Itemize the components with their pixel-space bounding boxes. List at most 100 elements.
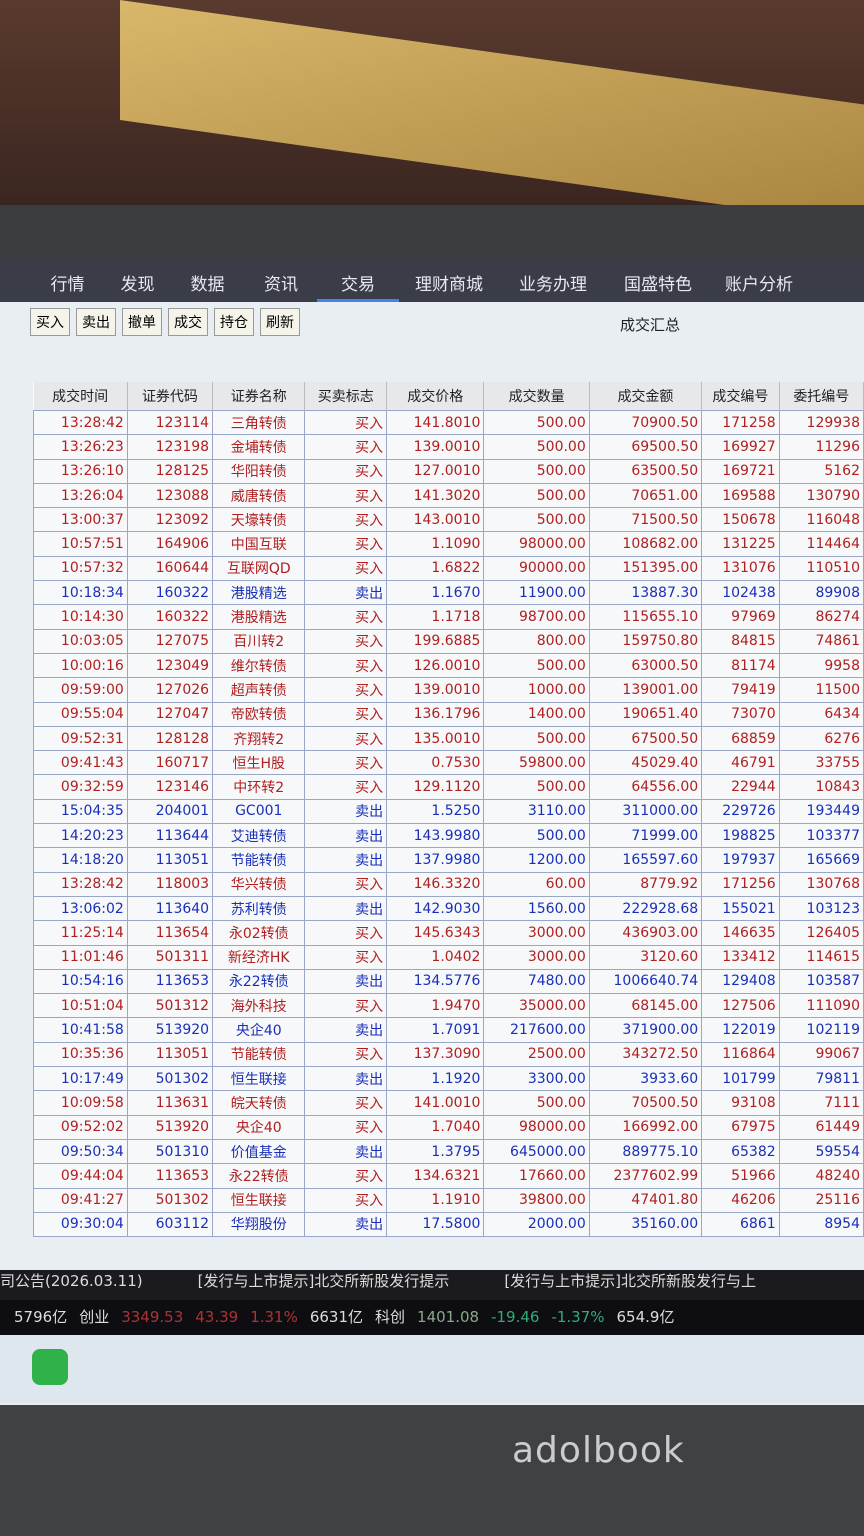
table-row[interactable]: 09:41:43 160717 恒生H股 买入 0.7530 59800.00 45029.… (33, 750, 864, 776)
table-cell: 8954 (778, 1211, 864, 1238)
column-header[interactable]: 委托编号 (779, 382, 864, 411)
table-row[interactable]: 13:28:42 123114 三角转债 买入 141.8010 500.00 70900.… (33, 409, 864, 436)
nav-tab[interactable]: 资讯 (264, 275, 298, 295)
table-row[interactable]: 15:04:35 204001 GC001 卖出 1.5250 3110.00 311000… (33, 798, 864, 825)
table-row[interactable]: 10:57:51 164906 中国互联 买入 1.1090 98000.00 108682… (33, 531, 864, 557)
table-cell: 101799 (701, 1066, 780, 1092)
table-cell: 108682.00 (588, 531, 703, 557)
table-cell: 百川转2 (212, 628, 306, 654)
toolbar-button[interactable]: 卖出 (76, 308, 116, 336)
ticker-item[interactable]: [发行与上市提示]北交所新股发行与上 (504, 1272, 757, 1290)
table-row[interactable]: 09:41:27 501302 恒生联接 买入 1.1910 39800.00 47401.… (33, 1187, 864, 1213)
column-header[interactable]: 成交价格 (386, 382, 485, 411)
table-row[interactable]: 10:54:16 113653 永22转债 卖出 134.5776 7480.00 1006… (33, 968, 864, 995)
nav-tab[interactable]: 账户分析 (725, 275, 793, 295)
table-row[interactable]: 10:03:05 127075 百川转2 买入 199.6885 800.00 159750… (33, 628, 864, 654)
table-row[interactable]: 13:06:02 113640 苏利转债 卖出 142.9030 1560.00 22292… (33, 895, 864, 922)
table-cell: 买入 (304, 1041, 388, 1068)
table-cell: 三角转债 (212, 409, 306, 436)
nav-tab[interactable]: 数据 (190, 275, 225, 295)
table-row[interactable]: 10:57:32 160644 互联网QD 买入 1.6822 90000.00 15139… (33, 555, 864, 582)
table-row[interactable]: 10:18:34 160322 港股精选 卖出 1.1670 11900.00 13887.… (33, 580, 864, 606)
table-cell: 93108 (701, 1090, 780, 1116)
table-cell: 102438 (701, 580, 780, 606)
table-cell: 111090 (778, 993, 864, 1019)
table-row[interactable]: 09:30:04 603112 华翔股份 卖出 17.5800 2000.00 35160.… (33, 1211, 864, 1238)
table-cell: 港股精选 (212, 604, 306, 630)
table-cell: 09:50:34 (33, 1138, 128, 1165)
nav-tab[interactable]: 国盛特色 (624, 275, 692, 295)
column-header[interactable]: 买卖标志 (304, 382, 388, 411)
table-cell: 买入 (304, 1090, 388, 1116)
table-cell: 天壕转债 (212, 507, 306, 533)
table-cell: 1.3795 (386, 1138, 485, 1165)
table-row[interactable]: 09:32:59 123146 中环转2 买入 129.1120 500.00 64556.… (33, 774, 864, 800)
table-row[interactable]: 13:00:37 123092 天壕转债 买入 143.0010 500.00 71500.… (33, 507, 864, 533)
table-row[interactable]: 13:26:10 128125 华阳转债 买入 127.0010 500.00 63500.… (33, 458, 864, 484)
column-header[interactable]: 成交时间 (33, 382, 128, 411)
table-cell: 134.6321 (386, 1163, 485, 1189)
table-cell: 维尔转债 (212, 652, 306, 679)
table-row[interactable]: 13:26:23 123198 金埔转债 买入 139.0010 500.00 69500.… (33, 434, 864, 460)
column-header[interactable]: 成交编号 (701, 382, 780, 411)
status-bar: 5796亿 创业 3349.53 43.39 1.31% 6631亿 科创 1401.08 -1… (0, 1300, 864, 1338)
table-row[interactable]: 10:00:16 123049 维尔转债 买入 126.0010 500.00 63000.… (33, 652, 864, 679)
table-cell: 买入 (304, 434, 388, 460)
toolbar-button[interactable]: 刷新 (260, 308, 300, 336)
table-cell: 501310 (126, 1138, 214, 1165)
table-row[interactable]: 14:18:20 113051 节能转债 卖出 137.9980 1200.00 16559… (33, 847, 864, 873)
nav-tab[interactable]: 业务办理 (519, 275, 587, 295)
nav-tab[interactable]: 理财商城 (415, 275, 483, 295)
table-row[interactable]: 10:09:58 113631 皖天转债 买入 141.0010 500.00 70500.… (33, 1090, 864, 1116)
nav-tab[interactable]: 发现 (120, 275, 155, 295)
table-row[interactable]: 09:52:02 513920 央企40 买入 1.7040 98000.00 166992… (33, 1114, 864, 1140)
toolbar-button[interactable]: 持仓 (214, 308, 254, 336)
table-row[interactable]: 13:26:04 123088 威唐转债 买入 141.3020 500.00 70651.… (33, 482, 864, 509)
table-cell: 71999.00 (588, 823, 703, 849)
table-cell: 103123 (778, 895, 864, 922)
toolbar: 买入 卖出 撤单 成交 持仓 刷新 (30, 308, 300, 336)
table-cell: 39800.00 (483, 1187, 590, 1213)
table-row[interactable]: 09:52:31 128128 齐翔转2 买入 135.0010 500.00 67500.… (33, 725, 864, 752)
toolbar-button[interactable]: 成交 (168, 308, 208, 336)
table-row[interactable]: 10:14:30 160322 港股精选 买入 1.1718 98700.00 115655… (33, 604, 864, 630)
table-cell: 141.8010 (386, 409, 485, 436)
ticker-item[interactable]: 司公告(2026.03.11) (0, 1272, 143, 1290)
toolbar-button[interactable]: 买入 (30, 308, 70, 336)
nav-tab[interactable]: 行情 (50, 275, 85, 295)
table-row[interactable]: 11:25:14 113654 永02转债 买入 145.6343 3000.00 4369… (33, 920, 864, 946)
table-cell: 卖出 (304, 1138, 388, 1165)
toolbar-button[interactable]: 撤单 (122, 308, 162, 336)
table-row[interactable]: 10:51:04 501312 海外科技 买入 1.9470 35000.00 68145.… (33, 993, 864, 1019)
nav-tab[interactable]: 交易 (317, 260, 399, 302)
status-item: 6631亿 (309, 1308, 364, 1326)
table-row[interactable]: 10:17:49 501302 恒生联接 卖出 1.1920 3300.00 3933.60… (33, 1066, 864, 1092)
table-cell: 145.6343 (386, 920, 485, 946)
table-cell: 79419 (701, 677, 780, 703)
table-row[interactable]: 13:28:42 118003 华兴转债 买入 146.3320 60.00 8779.92… (33, 871, 864, 897)
table-row[interactable]: 14:20:23 113644 艾迪转债 卖出 143.9980 500.00 71999.… (33, 823, 864, 849)
table-cell: 123198 (126, 434, 214, 460)
table-cell: 128125 (126, 458, 214, 484)
table-cell: 113654 (126, 920, 214, 946)
table-row[interactable]: 09:50:34 501310 价值基金 卖出 1.3795 645000.00 88977… (33, 1138, 864, 1165)
table-cell: 节能转债 (212, 1041, 306, 1068)
table-row[interactable]: 10:35:36 113051 节能转债 买入 137.3090 2500.00 34327… (33, 1041, 864, 1068)
table-row[interactable]: 10:41:58 513920 央企40 卖出 1.7091 217600.00 37190… (33, 1017, 864, 1043)
table-cell: 2000.00 (483, 1211, 590, 1238)
column-header[interactable]: 成交金额 (589, 382, 703, 411)
column-header[interactable]: 证券名称 (212, 382, 306, 411)
column-header[interactable]: 证券代码 (127, 382, 214, 411)
table-row[interactable]: 11:01:46 501311 新经济HK 买入 1.0402 3000.00 3120.6… (33, 944, 864, 970)
wechat-icon[interactable] (32, 1349, 68, 1385)
ticker-item[interactable]: [发行与上市提示]北交所新股发行提示 (197, 1272, 450, 1290)
table-row[interactable]: 09:44:04 113653 永22转债 买入 134.6321 17660.00 237… (33, 1163, 864, 1189)
table-row[interactable]: 09:59:00 127026 超声转债 买入 139.0010 1000.00 13900… (33, 677, 864, 703)
table-cell: 500.00 (483, 823, 590, 849)
table-cell: 齐翔转2 (212, 725, 306, 752)
table-cell: 永02转债 (212, 920, 306, 946)
table-cell: 123049 (126, 652, 214, 679)
table-row[interactable]: 09:55:04 127047 帝欧转债 买入 136.1796 1400.00 19065… (33, 701, 864, 727)
table-cell: 1.1718 (386, 604, 485, 630)
column-header[interactable]: 成交数量 (483, 382, 590, 411)
